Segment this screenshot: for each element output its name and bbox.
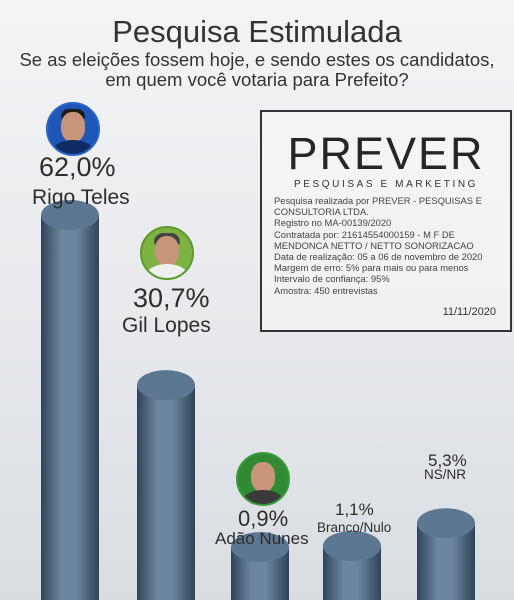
survey-detail-line: Data de realização: 05 a 06 de novembro … — [274, 251, 483, 263]
question-line-1: Se as eleições fossem hoje, e sendo este… — [19, 49, 495, 70]
bar-rigo-teles — [41, 215, 99, 600]
question-line-2: em quem você votaria para Prefeito? — [105, 69, 409, 90]
bar-top-cap — [323, 531, 381, 562]
chart-title: Pesquisa Estimulada — [112, 14, 402, 49]
category-label: NS/NR — [424, 467, 467, 482]
survey-detail-line: Intervalo de confiança: 95% — [274, 273, 390, 285]
bar-top-cap — [41, 200, 99, 230]
data-label: 0,9% — [238, 506, 289, 531]
data-label: 5,3% — [428, 451, 467, 470]
survey-details: Pesquisa realizada por PREVER - PESQUISA… — [274, 195, 504, 296]
candidate-photo-icon — [46, 102, 100, 156]
candidate-photo-icon — [236, 452, 290, 506]
category-label: Adão Nunes — [215, 529, 309, 548]
data-label: 1,1% — [335, 500, 374, 519]
data-label: 30,7% — [133, 283, 210, 313]
survey-detail-line: Pesquisa realizada por PREVER - PESQUISA… — [274, 195, 482, 206]
bar-top-cap — [231, 532, 289, 563]
category-label: Rigo Teles — [32, 186, 130, 209]
brand-subtitle: PESQUISAS E MARKETING — [293, 179, 479, 190]
data-label: 62,0% — [39, 152, 116, 182]
brand-logo-text: PREVER — [287, 128, 485, 179]
survey-detail-line: Contratada por: 21614554000159 - M F DE — [274, 228, 455, 240]
category-label: Branco/Nulo — [317, 520, 392, 535]
survey-detail-line: CONSULTORIA LTDA. — [274, 206, 369, 218]
bar-top-cap — [417, 508, 475, 539]
survey-detail-line: MENDONCA NETTO / NETTO SONORIZACAO — [274, 239, 474, 251]
survey-detail-line: Registro no MA-00139/2020 — [274, 217, 392, 229]
candidate-photo-icon — [140, 226, 194, 280]
survey-detail-line: Amostra: 450 entrevistas — [274, 284, 378, 296]
category-label: Gil Lopes — [122, 314, 211, 337]
survey-date: 11/11/2020 — [442, 306, 496, 318]
bar-gil-lopes — [137, 385, 195, 600]
survey-info-box: PREVER PESQUISAS E MARKETING Pesquisa re… — [260, 110, 512, 332]
survey-detail-line: Margem de erro: 5% para mais ou para men… — [274, 262, 469, 274]
bar-top-cap — [137, 370, 195, 401]
